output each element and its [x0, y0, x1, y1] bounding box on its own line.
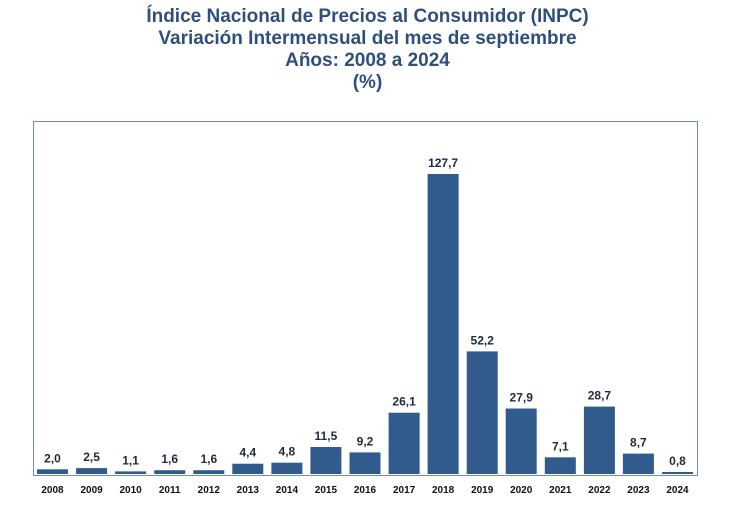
data-label-2019: 52,2	[471, 333, 495, 347]
x-tick-2022: 2022	[588, 485, 611, 496]
x-tick-2019: 2019	[471, 485, 494, 496]
data-label-2017: 26,1	[392, 395, 416, 409]
data-label-2023: 8,7	[630, 436, 647, 450]
data-label-2013: 4,4	[239, 446, 256, 460]
data-label-2022: 28,7	[588, 389, 612, 403]
data-label-2008: 2,0	[44, 451, 61, 465]
x-tick-2020: 2020	[510, 485, 533, 496]
data-labels-group: 2,0 2,5 1,1 1,6 1,6 4,4 4,8 11,5 9,2 26,1 127,7 52,…	[44, 156, 686, 468]
bar-2014	[271, 462, 303, 474]
data-label-2018: 127,7	[428, 156, 458, 170]
data-label-2024: 0,8	[669, 454, 686, 468]
bar-2020	[505, 408, 537, 474]
chart-title-line-2: Variación Intermensual del mes de septie…	[158, 28, 577, 49]
x-tick-2014: 2014	[276, 485, 299, 496]
data-label-2015: 11,5	[315, 429, 338, 443]
data-label-2012: 1,6	[200, 452, 217, 466]
data-label-2020: 27,9	[510, 391, 534, 405]
x-tick-2023: 2023	[627, 485, 650, 496]
data-label-2021: 7,1	[552, 439, 569, 453]
bar-2012	[193, 470, 225, 474]
bar-2009	[76, 468, 108, 474]
x-tick-2011: 2011	[159, 485, 181, 496]
x-tick-2009: 2009	[80, 485, 103, 496]
x-tick-2021: 2021	[549, 485, 572, 496]
chart-title: Índice Nacional de Precios al Consumidor…	[0, 6, 735, 94]
bars-group	[37, 174, 693, 474]
bar-2018	[427, 174, 459, 474]
bar-2008	[37, 469, 68, 474]
bar-2015	[310, 447, 342, 474]
bar-2010	[115, 471, 147, 474]
x-tick-2016: 2016	[354, 485, 377, 496]
bar-2021	[544, 457, 576, 474]
bar-2017	[388, 412, 420, 474]
data-label-2011: 1,6	[161, 452, 178, 466]
bar-2016	[349, 452, 381, 474]
x-tick-2012: 2012	[198, 485, 221, 496]
data-label-2010: 1,1	[122, 453, 139, 467]
bar-2013	[232, 463, 264, 474]
bar-2024	[662, 472, 693, 474]
chart-title-line-4: (%)	[352, 72, 383, 93]
x-tick-2015: 2015	[315, 485, 338, 496]
x-tick-2008: 2008	[41, 485, 64, 496]
x-tick-2017: 2017	[393, 485, 416, 496]
x-tick-2013: 2013	[237, 485, 260, 496]
chart-title-line-3: Años: 2008 a 2024	[285, 50, 450, 71]
x-tick-2024: 2024	[666, 485, 689, 496]
chart-title-line-1: Índice Nacional de Precios al Consumidor…	[146, 6, 589, 27]
bar-2023	[622, 453, 654, 474]
data-label-2009: 2,5	[83, 450, 100, 464]
bar-2011	[154, 470, 186, 474]
x-tick-2018: 2018	[432, 485, 455, 496]
bar-2019	[466, 351, 498, 474]
data-label-2016: 9,2	[357, 434, 374, 448]
bar-2022	[583, 406, 615, 474]
x-tick-2010: 2010	[119, 485, 142, 496]
x-axis-tick-labels: 2008 2009 2010 2011 2012 2013 2014 2015 2016 2017…	[41, 485, 689, 496]
data-label-2014: 4,8	[279, 445, 296, 459]
